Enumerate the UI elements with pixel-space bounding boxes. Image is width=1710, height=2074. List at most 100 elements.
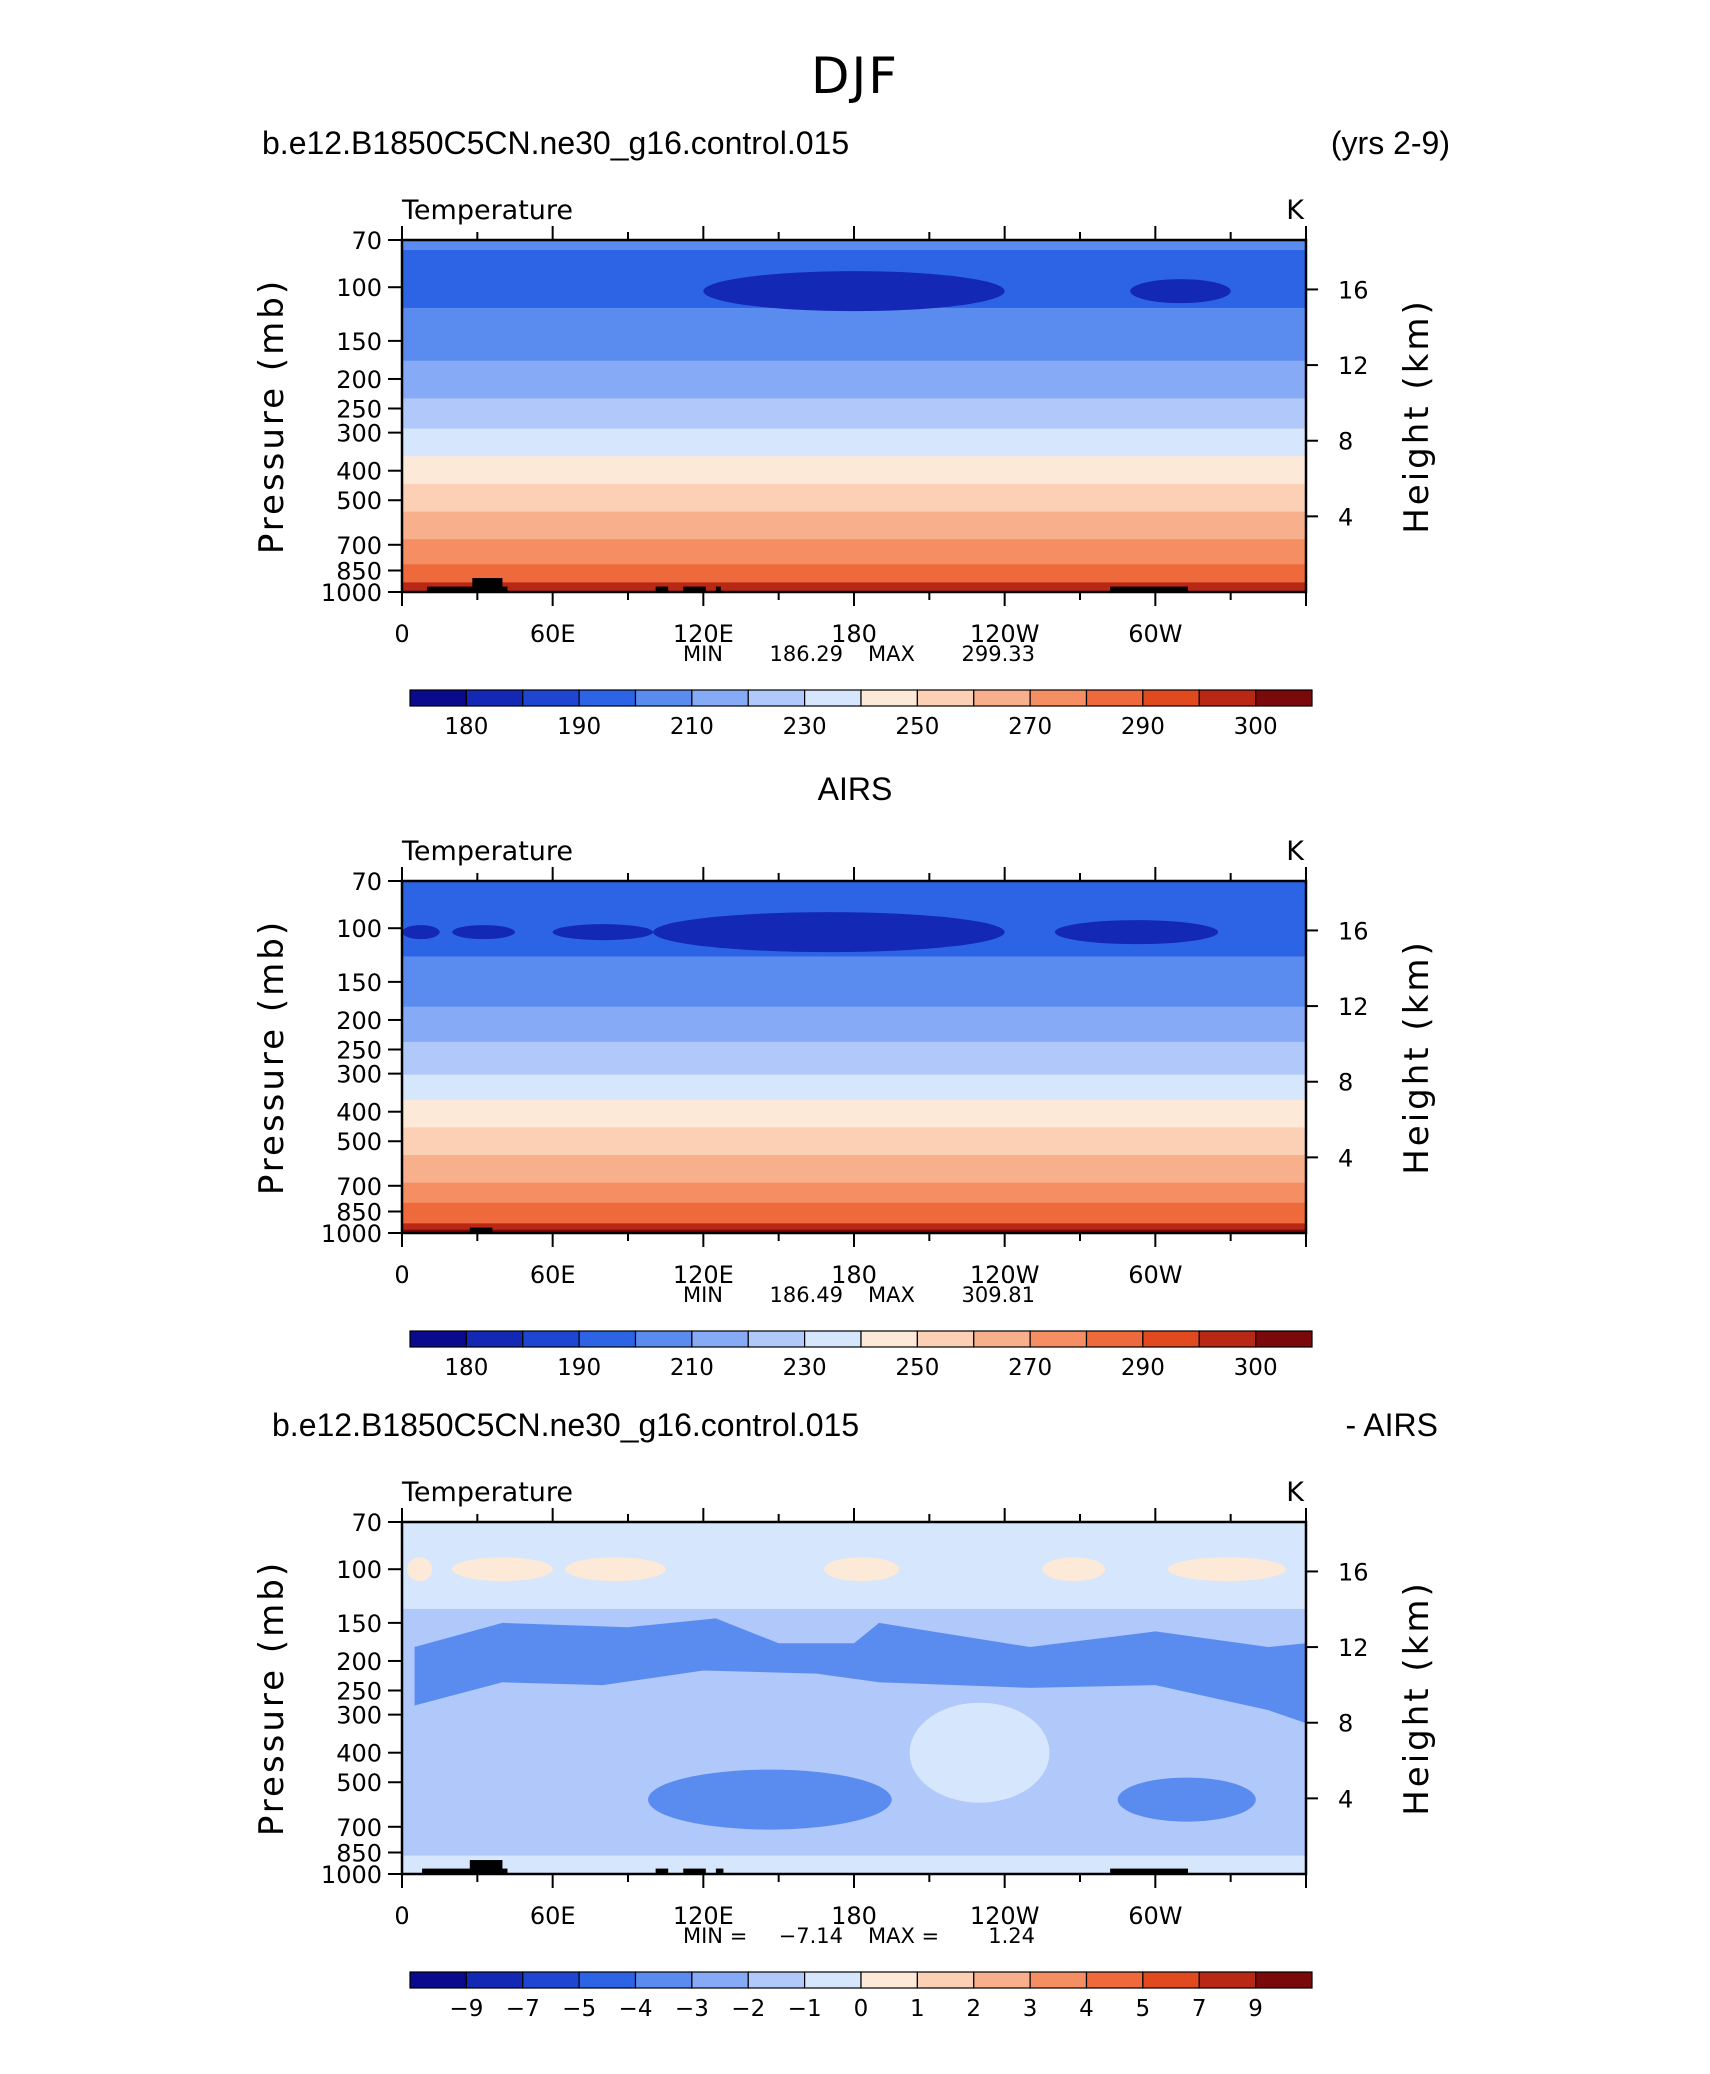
y-tick-label: 1000 [321, 579, 382, 607]
field-band [402, 574, 1306, 578]
field-band [402, 976, 1306, 980]
field-band [402, 358, 1306, 362]
field-band [402, 549, 1306, 553]
height-tick-label: 12 [1338, 352, 1369, 380]
field-band [402, 338, 1306, 342]
field-band [402, 250, 1306, 254]
colorbar-label: −4 [619, 1996, 653, 2022]
x-tick-label: 180 [831, 1261, 877, 1289]
colorbar-swatch [1198, 1971, 1257, 1989]
colorbar-swatch [1142, 689, 1200, 707]
field-band [402, 1137, 1306, 1141]
cold-pool [552, 924, 654, 941]
terrain-mask [469, 1860, 503, 1874]
colorbar-label: −1 [788, 1996, 822, 2022]
field-band [402, 971, 1306, 975]
field-band [402, 893, 1306, 897]
colorbar-swatch [860, 689, 918, 707]
field-band [402, 418, 1306, 422]
field-band [402, 438, 1306, 442]
field-band [402, 996, 1306, 1000]
field-band [402, 400, 1306, 405]
colorbar-swatch [804, 1971, 862, 1989]
field-band [402, 896, 1306, 900]
panel-units: K [1286, 836, 1305, 867]
height-tick-label: 16 [1338, 917, 1369, 945]
field-band [402, 1200, 1306, 1204]
colorbar-label: 180 [444, 1355, 488, 1381]
y-axis-label: Pressure (mb) [252, 278, 292, 554]
y-tick-label: 1000 [321, 1861, 382, 1889]
light-patch [909, 1702, 1050, 1803]
colorbar-swatch [634, 1971, 693, 1989]
field-band [402, 1175, 1306, 1179]
colorbar-label: 0 [854, 1996, 869, 2022]
min-label: MIN [683, 1283, 723, 1307]
field-band [402, 353, 1306, 357]
field-band [402, 576, 1306, 581]
field-band [402, 433, 1306, 437]
field-band [402, 1054, 1306, 1058]
field-band [402, 966, 1306, 970]
terrain-mask [1110, 586, 1188, 592]
colorbar-swatch [1255, 1330, 1313, 1348]
field-band [402, 1114, 1306, 1118]
colorbar-swatch [1142, 1971, 1200, 1989]
colorbar-label: 3 [1023, 1996, 1038, 2022]
field-band [402, 1041, 1306, 1046]
field-band [402, 1089, 1306, 1093]
x-tick-label: 0 [394, 620, 409, 648]
colorbar-label: 2 [966, 1996, 981, 2022]
field-band [402, 446, 1306, 450]
panel-3: b.e12.B1850C5CN.ne30_g16.control.015 - AI… [252, 1407, 1438, 2022]
y-axis-label: Pressure (mb) [252, 1560, 292, 1836]
field-band [402, 1167, 1306, 1171]
field-band [402, 958, 1306, 963]
min-label: MIN [683, 642, 723, 666]
colorbar-label: −5 [562, 1996, 596, 2022]
height-tick-label: 8 [1338, 1069, 1353, 1097]
colorbar-swatch [522, 1971, 580, 1989]
field-band [402, 1145, 1306, 1149]
colorbar-swatch [973, 1971, 1031, 1989]
field-band [402, 1064, 1306, 1068]
y-tick-label: 300 [336, 420, 382, 448]
field-band [402, 1212, 1306, 1216]
field-band [402, 255, 1306, 259]
field-band [402, 416, 1306, 420]
field-band [402, 1217, 1306, 1222]
colorbar-swatch [578, 689, 637, 707]
field-band [402, 1021, 1306, 1025]
height-axis-label: Height (km) [1397, 298, 1437, 534]
y-tick-label: 850 [336, 1839, 382, 1867]
field-band [402, 541, 1306, 545]
x-tick-label: 60W [1128, 1261, 1182, 1289]
terrain-mask [655, 1868, 669, 1874]
field-band [402, 348, 1306, 352]
cold-pool [402, 925, 440, 940]
max-value: 299.33 [962, 642, 1035, 666]
field-band [402, 571, 1306, 575]
colorbar-swatch [634, 689, 693, 707]
field-band [402, 1009, 1306, 1013]
field-band [402, 1097, 1306, 1101]
colorbar-swatch [1029, 1330, 1088, 1348]
field-band [402, 1139, 1306, 1144]
field-band [402, 247, 1306, 251]
field-band [402, 1195, 1306, 1199]
field-band [402, 506, 1306, 510]
field-band [402, 368, 1306, 372]
colorbar-label: −9 [449, 1996, 483, 2022]
cold-pool [703, 271, 1005, 312]
field-band [402, 265, 1306, 269]
field-band [402, 340, 1306, 344]
field-band [402, 504, 1306, 508]
terrain-mask [715, 586, 721, 592]
field-band [402, 1147, 1306, 1151]
x-tick-label: 120E [673, 620, 734, 648]
field-band [402, 426, 1306, 430]
colorbar-swatch [973, 1330, 1031, 1348]
y-tick-label: 850 [336, 557, 382, 585]
